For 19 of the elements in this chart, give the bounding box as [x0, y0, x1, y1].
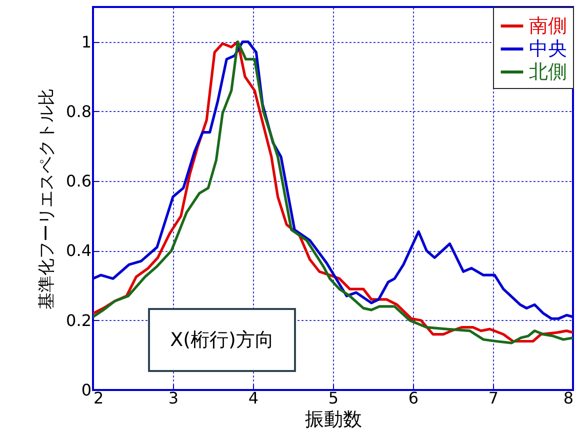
annotation: X(桁行)方向 [148, 308, 296, 372]
legend-label: 北側 [529, 61, 567, 83]
x-tick-label: 7 [488, 388, 499, 408]
x-tick-label: 3 [168, 388, 179, 408]
y-tick-label: 1 [81, 32, 92, 52]
legend-label: 中央 [529, 38, 567, 60]
x-tick-label: 4 [248, 388, 259, 408]
x-tick-label: 8 [563, 388, 574, 408]
x-tick-label: 2 [94, 388, 104, 408]
y-tick-label: 0.2 [66, 310, 92, 330]
x-tick-label: 5 [328, 388, 339, 408]
y-tick-label: 0.6 [66, 172, 92, 191]
y-tick-label: 0.8 [66, 102, 92, 121]
legend-label: 南側 [529, 15, 567, 37]
y-tick-label: 0 [81, 380, 92, 400]
y-axis-title: 基準化フーリエスペクトル比 [37, 88, 58, 310]
y-tick-label: 0.4 [66, 241, 92, 260]
x-axis-title: 振動数 [305, 408, 362, 430]
x-tick-label: 6 [408, 388, 419, 408]
